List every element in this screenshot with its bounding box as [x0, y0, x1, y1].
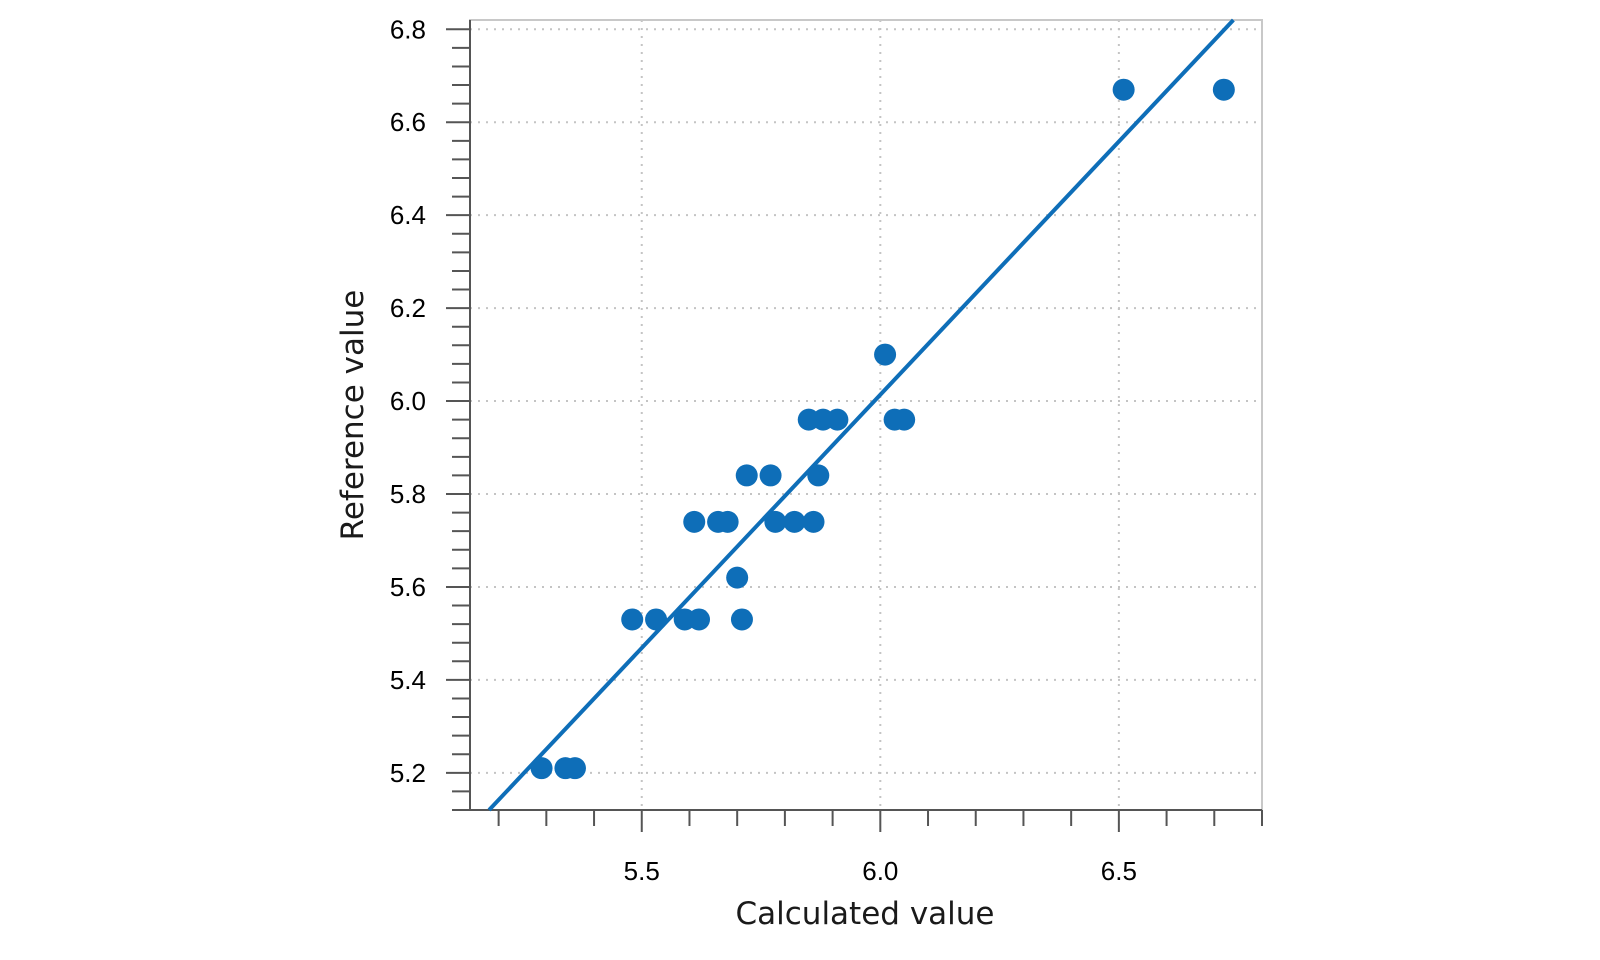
- y-tick-label: 6.4: [390, 200, 426, 230]
- data-point: [874, 343, 897, 366]
- data-point: [563, 757, 586, 780]
- y-tick-label: 5.4: [390, 665, 426, 695]
- y-axis-label: Reference value: [335, 290, 371, 541]
- y-tick-label: 5.2: [390, 758, 426, 788]
- data-point: [730, 608, 753, 631]
- data-point: [783, 510, 806, 533]
- data-point: [764, 510, 787, 533]
- x-tick-label: 5.5: [624, 856, 660, 886]
- data-points: [530, 78, 1235, 780]
- data-point: [530, 757, 553, 780]
- x-axis-label: Calculated value: [736, 896, 995, 932]
- data-point: [683, 510, 706, 533]
- axes: [446, 20, 1263, 832]
- grid-lines: [470, 20, 1262, 810]
- data-point: [807, 464, 830, 487]
- x-tick-label: 6.5: [1101, 856, 1137, 886]
- y-tick-label: 5.8: [390, 479, 426, 509]
- x-tick-label: 6.0: [862, 856, 898, 886]
- data-point: [802, 510, 825, 533]
- y-tick-label: 5.6: [390, 572, 426, 602]
- data-point: [1212, 78, 1235, 101]
- data-point: [759, 464, 782, 487]
- data-point: [1112, 78, 1135, 101]
- data-point: [735, 464, 758, 487]
- data-point: [645, 608, 668, 631]
- data-point: [716, 510, 739, 533]
- plot-frame: [469, 19, 1263, 811]
- data-point: [893, 408, 916, 431]
- y-tick-label: 6.8: [390, 14, 426, 44]
- regression-line-group: [487, 18, 1235, 812]
- data-point: [826, 408, 849, 431]
- data-point: [688, 608, 711, 631]
- tick-labels: 5.2 5.4 5.6 5.8 6.0 6.2 6.4 6.6 6.8 5.5 6.0 6.5: [390, 14, 1137, 886]
- data-point: [726, 566, 749, 589]
- data-point: [621, 608, 644, 631]
- regression-line: [487, 18, 1235, 812]
- y-tick-label: 6.0: [390, 386, 426, 416]
- y-tick-label: 6.2: [390, 293, 426, 323]
- y-tick-label: 6.6: [390, 107, 426, 137]
